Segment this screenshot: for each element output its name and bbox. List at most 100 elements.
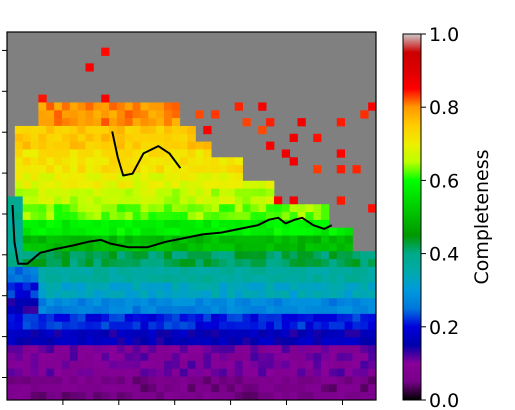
heatmap-cell (305, 337, 314, 346)
heatmap-cell (54, 360, 63, 370)
heatmap-cell (124, 266, 134, 276)
heatmap-cell (360, 266, 369, 276)
heatmap-cell (101, 298, 110, 307)
heatmap-cell (132, 149, 141, 158)
heatmap-cell (171, 337, 181, 346)
colorbar: 0.00.20.40.60.81.0 Completeness (402, 24, 493, 410)
heatmap-cell (234, 360, 243, 370)
heatmap-cell (132, 259, 141, 268)
heatmap-cell (242, 384, 251, 393)
heatmap-cell (242, 290, 251, 299)
heatmap-cell (368, 259, 376, 268)
heatmap-cell (109, 251, 118, 260)
heatmap-cell (281, 392, 291, 400)
heatmap-cell (116, 298, 126, 307)
heatmap-cell (124, 251, 134, 260)
heatmap-cell (69, 337, 79, 346)
heatmap-cell (258, 188, 267, 197)
heatmap-cell (321, 376, 330, 385)
heatmap-cell (93, 353, 102, 362)
heatmap-cell (273, 196, 283, 205)
heatmap-cell (352, 266, 361, 276)
heatmap-cell (46, 204, 55, 213)
heatmap-cell (313, 321, 322, 330)
heatmap-cell (116, 172, 126, 182)
heatmap-cell (273, 251, 283, 260)
heatmap-cell (14, 227, 24, 236)
heatmap-cell (164, 306, 173, 315)
heatmap-cell (360, 313, 369, 323)
heatmap-cell (218, 345, 228, 354)
heatmap-cell (195, 290, 204, 299)
heatmap-cell (61, 149, 71, 158)
heatmap-cell (14, 212, 24, 221)
heatmap-cell (289, 212, 298, 221)
heatmap-cell (101, 212, 110, 221)
heatmap-cell (77, 125, 86, 135)
heatmap-cell (234, 345, 243, 354)
heatmap-cell (93, 259, 102, 268)
heatmap-cell (305, 235, 314, 244)
heatmap-cell (69, 321, 79, 330)
heatmap-cell (226, 266, 236, 276)
heatmap-plot (2, 31, 377, 405)
heatmap-cell (54, 118, 63, 127)
heatmap-cell (124, 282, 134, 291)
heatmap-cell (140, 110, 149, 119)
heatmap-cell (187, 368, 196, 377)
heatmap-cell (46, 188, 55, 197)
heatmap-cell (156, 243, 165, 252)
heatmap-cell (218, 313, 228, 323)
heatmap-cell (321, 329, 330, 338)
heatmap-cell (101, 235, 110, 244)
heatmap-cell (156, 274, 165, 283)
heatmap-cell (101, 329, 110, 338)
heatmap-cell (344, 282, 353, 291)
heatmap-cell (187, 149, 196, 158)
heatmap-cell (266, 235, 275, 244)
heatmap-cell (54, 180, 63, 189)
heatmap-cell (164, 384, 173, 393)
heatmap-cell (124, 165, 134, 174)
heatmap-cell (77, 321, 86, 330)
heatmap-cell (109, 259, 118, 268)
heatmap-cell (211, 180, 220, 189)
heatmap-cell (226, 337, 236, 346)
heatmap-cell (61, 266, 71, 276)
heatmap-cell (116, 329, 126, 338)
heatmap-cell (258, 321, 267, 330)
heatmap-cell (156, 251, 165, 260)
heatmap-cell (250, 282, 259, 291)
heatmap-cell (54, 392, 63, 400)
heatmap-cell (69, 172, 79, 182)
heatmap-cell (218, 384, 228, 393)
heatmap-cell (77, 118, 86, 127)
heatmap-cell (156, 172, 165, 182)
heatmap-cell (124, 337, 134, 346)
heatmap-cell (156, 259, 165, 268)
heatmap-cell (54, 329, 63, 338)
heatmap-cell (132, 298, 141, 307)
heatmap-cell (258, 204, 267, 213)
heatmap-cell (22, 165, 31, 174)
heatmap-cell (132, 368, 141, 377)
heatmap-cell (234, 157, 243, 166)
colorbar-tick-label: 0.0 (429, 390, 459, 410)
heatmap-cell (328, 329, 338, 338)
heatmap-cell (156, 360, 165, 370)
heatmap-cell (195, 298, 204, 307)
heatmap-cell (38, 368, 47, 377)
heatmap-cell (203, 235, 212, 244)
heatmap-cell (22, 321, 31, 330)
heatmap-cell (187, 313, 196, 323)
heatmap-cell (266, 329, 275, 338)
heatmap-cell (321, 306, 330, 315)
heatmap-cell (116, 243, 126, 252)
heatmap-cell (266, 353, 275, 362)
heatmap-cell (38, 251, 47, 260)
heatmap-cell (203, 196, 212, 205)
heatmap-cell (211, 360, 220, 370)
heatmap-cell (336, 149, 345, 158)
heatmap-cell (54, 172, 63, 182)
heatmap-cell (101, 368, 110, 377)
